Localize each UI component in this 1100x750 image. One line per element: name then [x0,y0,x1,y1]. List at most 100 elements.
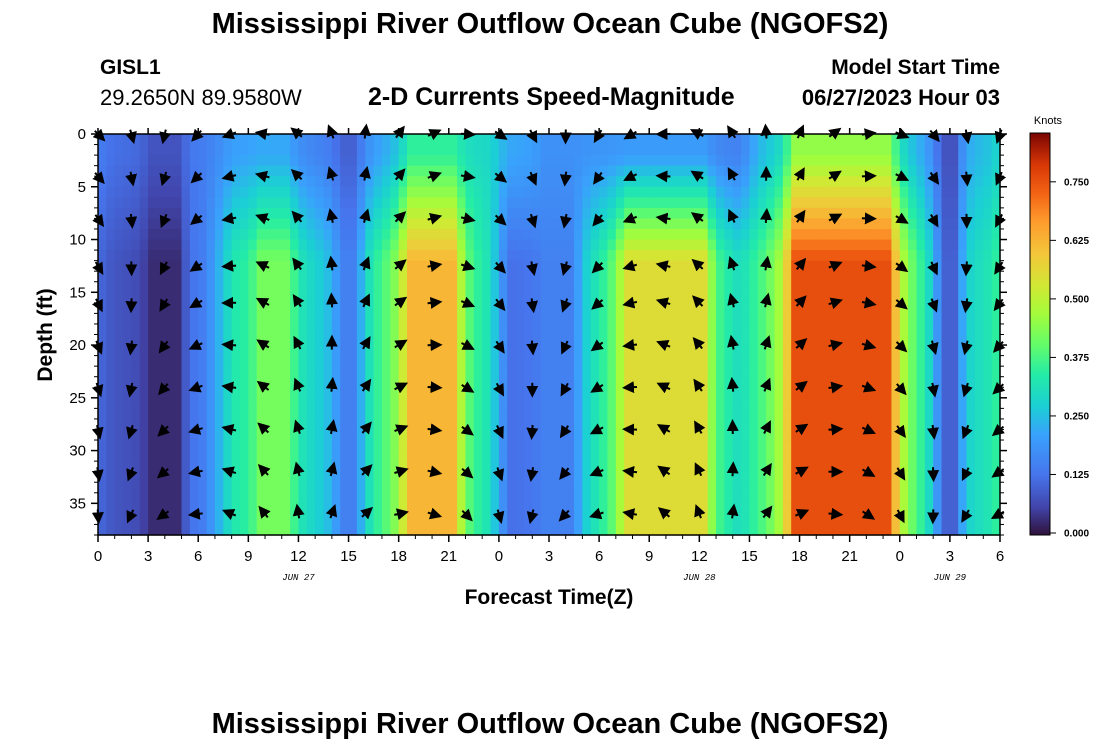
heatmap-cell [858,408,867,420]
heatmap-cell [214,397,224,409]
heatmap-cell [749,144,759,156]
heatmap-cell [549,228,558,241]
heatmap-cell [448,471,458,483]
heatmap-cell [532,323,542,336]
heatmap-cell [98,366,107,378]
heatmap-cell [866,376,876,388]
heatmap-cell [407,503,416,515]
direction-arrow [159,298,171,312]
heatmap-cell [298,186,308,198]
heatmap-cell [615,260,625,272]
heatmap-cell [749,513,759,526]
heatmap-cell [231,366,241,378]
heatmap-cell [699,144,709,156]
heatmap-cell [824,250,834,262]
heatmap-cell [774,450,784,462]
heatmap-cell [457,471,467,483]
heatmap-cell [741,292,751,304]
heatmap-cell [624,387,634,399]
heatmap-cell [766,387,776,399]
heatmap-cell [941,155,951,167]
heatmap-cell [841,355,851,367]
heatmap-cell [315,144,325,156]
heatmap-cell [189,239,199,251]
heatmap-cell [724,239,734,251]
heatmap-cell [214,281,224,293]
heatmap-cell [724,482,734,494]
heatmap-cell [206,492,216,504]
y-tick-label: 35 [69,495,86,512]
heatmap-cell [131,345,141,357]
heatmap-cell [507,366,517,378]
heatmap-cell [114,376,124,388]
heatmap-cell [599,155,609,167]
heatmap-cell [231,186,241,198]
heatmap-cell [373,345,383,357]
heatmap-cell [632,440,642,452]
heatmap-cell [824,292,834,304]
heatmap-cell [114,176,124,188]
heatmap-cell [540,387,550,399]
heatmap-cell [799,313,809,325]
direction-arrow [726,503,739,519]
heatmap-cell [298,239,308,251]
heatmap-cell [248,218,258,230]
heatmap-cell [674,503,684,515]
heatmap-cell [306,461,316,473]
x-tick-label: 12 [691,548,708,565]
heatmap-cell [983,281,993,293]
heatmap-cell [306,197,316,209]
heatmap-cell [582,165,592,177]
heatmap-cell [665,302,675,314]
heatmap-cell [106,471,116,483]
heatmap-cell [832,513,842,526]
heatmap-cell [306,492,316,504]
heatmap-cell [799,387,809,399]
heatmap-cell [490,429,500,441]
heatmap-cell [716,144,725,156]
heatmap-cell [665,197,675,209]
heatmap-cell [473,418,483,431]
direction-arrow [622,259,638,272]
heatmap-cell [832,197,842,209]
heatmap-cell [874,239,884,251]
heatmap-cell [749,228,759,241]
heatmap-cell [407,197,416,209]
heatmap-cell [223,323,233,336]
heatmap-cell [690,355,700,367]
heatmap-cell [123,418,133,431]
heatmap-cell [540,155,550,167]
heatmap-cell [732,345,742,357]
heatmap-cell [908,313,918,325]
heatmap-cell [883,165,893,177]
heatmap-cell [874,186,884,198]
heatmap-cell [649,218,659,230]
heatmap-cell [214,197,224,209]
heatmap-cell [883,440,893,452]
heatmap-cell [515,397,525,409]
heatmap-cell [858,323,867,336]
heatmap-cell [265,176,274,188]
direction-arrow [893,509,905,524]
heatmap-cell [674,155,684,167]
heatmap-cell [732,144,742,156]
heatmap-cell [189,513,199,526]
heatmap-cell [741,366,751,378]
heatmap-cell [707,429,717,441]
heatmap-cell [791,355,801,367]
heatmap-cell [557,292,567,304]
heatmap-cell [189,345,199,357]
heatmap-cell [858,197,867,209]
heatmap-cell [340,197,350,209]
heatmap-cell [532,440,542,452]
heatmap-cell [256,218,266,230]
heatmap-cell [590,313,600,325]
heatmap-cell [824,503,834,515]
direction-arrow [655,297,671,309]
heatmap-cell [540,440,550,452]
heatmap-cell [632,418,642,431]
heatmap-cell [323,408,333,420]
heatmap-cell [248,345,258,357]
heatmap-cell [181,440,191,452]
heatmap-cell [766,408,776,420]
